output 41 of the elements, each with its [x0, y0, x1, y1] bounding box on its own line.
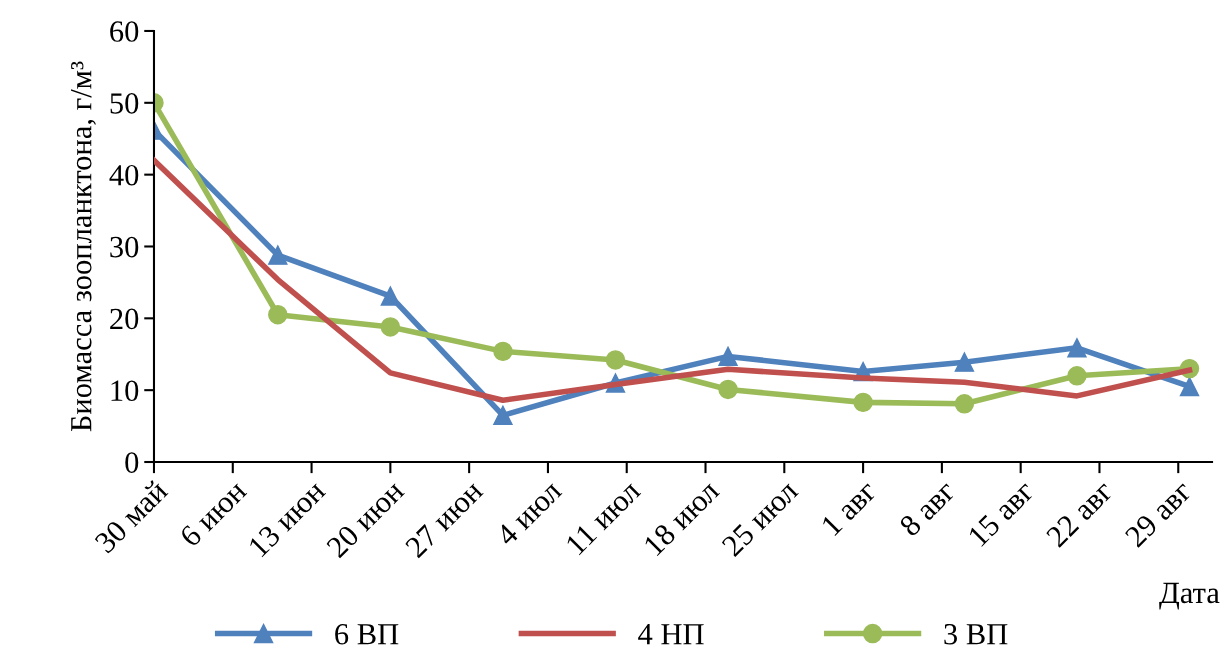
y-axis-title: Биомасса зоопланктона, г/м³ — [71, 61, 96, 432]
x-tick-label: 15 авг — [967, 479, 1036, 547]
point — [268, 245, 288, 265]
point — [853, 392, 873, 413]
point — [954, 394, 975, 414]
point — [1067, 338, 1087, 358]
point — [1067, 366, 1087, 386]
point — [954, 352, 975, 372]
x-tick-label: 13 июн — [247, 479, 327, 558]
point — [268, 305, 288, 325]
y-tick-label: 40 — [109, 164, 139, 186]
x-tick-label: 18 июл — [643, 479, 721, 557]
point — [493, 341, 513, 362]
legend-label: 3 ВП — [944, 623, 1008, 645]
point — [605, 350, 626, 370]
x-axis-title: Дата — [1159, 582, 1220, 610]
x-tick-label: 30 май — [93, 478, 169, 554]
point — [1179, 376, 1200, 397]
point — [493, 405, 513, 426]
legend-label: 6 ВП — [335, 623, 399, 645]
x-tick-label: 20 июн — [325, 479, 406, 559]
y-tick-label: 0 — [125, 452, 139, 473]
point — [718, 379, 738, 400]
y-tick-label: 20 — [110, 308, 139, 330]
x-tick-label: 27 июн — [404, 479, 484, 559]
y-tick-label: 60 — [110, 21, 139, 42]
x-tick-label: 11 июл — [565, 479, 642, 556]
x-tick-label: 8 авг — [898, 479, 957, 538]
x-tick-label: 22 авг — [1045, 479, 1115, 548]
y-tick-label: 50 — [110, 93, 139, 114]
x-tick-label: 6 июн — [178, 479, 248, 548]
legend-label: 4 НП — [638, 624, 704, 645]
x-tick-label: 4 июл — [494, 479, 563, 547]
y-tick-label: 30 — [110, 236, 139, 258]
y-tick-label: 10 — [111, 380, 139, 402]
point — [718, 346, 738, 367]
x-tick-label: 25 июл — [720, 479, 800, 558]
point — [380, 286, 401, 306]
point — [380, 317, 401, 337]
x-tick-label: 29 авг — [1124, 479, 1193, 548]
x-tick-label: 1 авг — [820, 479, 878, 537]
